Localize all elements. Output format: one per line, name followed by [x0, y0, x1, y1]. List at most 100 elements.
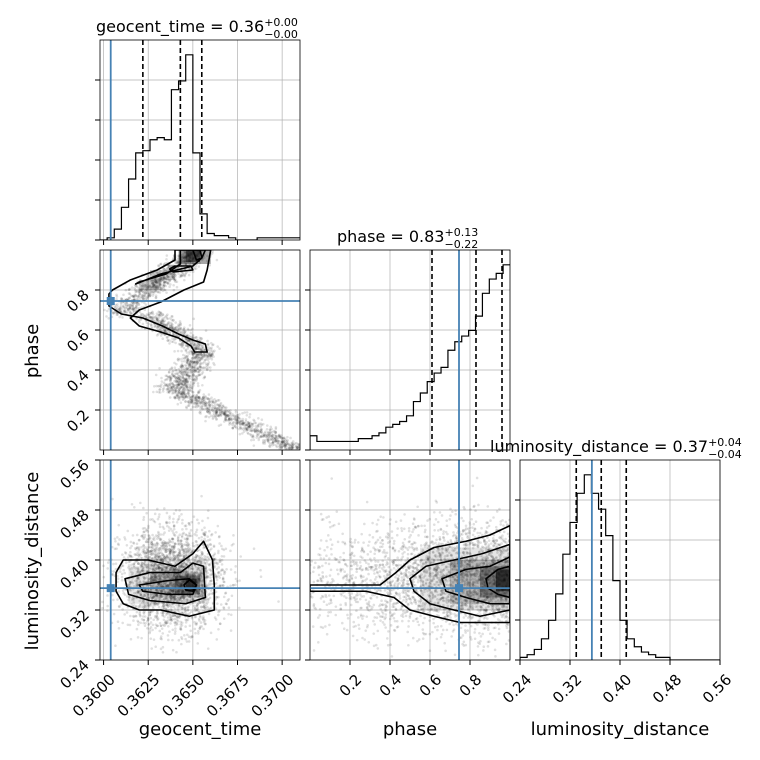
scatter-point: [174, 597, 177, 601]
scatter-point: [268, 441, 271, 445]
scatter-point: [224, 418, 227, 422]
scatter-point: [192, 371, 196, 374]
scatter-point: [157, 280, 161, 284]
scatter-point: [162, 278, 165, 282]
scatter-point: [259, 575, 263, 578]
scatter-point: [136, 583, 139, 587]
scatter-point: [225, 409, 228, 413]
scatter-point: [162, 554, 166, 557]
scatter-point: [156, 325, 160, 328]
scatter-point: [197, 356, 201, 360]
scatter-point: [203, 348, 207, 352]
scatter-point: [270, 427, 273, 431]
scatter-point: [199, 576, 203, 579]
scatter-point: [268, 433, 271, 437]
scatter-point: [176, 539, 180, 543]
scatter-point: [185, 361, 189, 365]
scatter-point: [204, 395, 207, 398]
scatter-point: [177, 383, 181, 387]
scatter-point: [171, 648, 175, 652]
scatter-point: [190, 350, 194, 354]
scatter-point: [135, 290, 138, 294]
scatter-point: [171, 537, 174, 541]
scatter-point: [178, 330, 182, 333]
scatter-point: [162, 284, 165, 288]
scatter-point: [185, 355, 188, 359]
scatter-point: [275, 445, 279, 449]
scatter-point: [190, 398, 193, 401]
scatter-point: [157, 278, 161, 281]
scatter-point: [147, 313, 151, 317]
scatter-point: [158, 327, 162, 330]
scatter-point: [168, 583, 172, 586]
scatter-point: [155, 334, 159, 337]
scatter-point: [176, 380, 180, 383]
scatter-point: [150, 552, 154, 555]
scatter-point: [138, 571, 142, 574]
scatter-point: [120, 307, 123, 311]
scatter-point: [283, 446, 287, 450]
scatter-point: [251, 434, 255, 437]
scatter-point: [219, 414, 223, 417]
scatter-point: [173, 617, 177, 621]
scatter-point: [178, 568, 181, 572]
scatter-point: [172, 318, 175, 322]
scatter-point: [169, 323, 172, 327]
scatter-point: [273, 437, 277, 441]
scatter-point: [207, 415, 211, 419]
scatter-point: [238, 422, 241, 425]
scatter-point: [281, 436, 285, 440]
scatter-point: [176, 328, 180, 331]
scatter-point: [266, 437, 270, 441]
scatter-point: [186, 608, 190, 612]
scatter-point: [223, 580, 226, 584]
scatter-point: [149, 626, 153, 629]
scatter-point: [251, 424, 255, 428]
scatter-point: [194, 353, 198, 356]
panel-hist-phase: [305, 249, 511, 455]
scatter-point: [183, 381, 187, 384]
scatter-point: [147, 285, 151, 289]
scatter-point: [188, 534, 192, 538]
scatter-point: [179, 625, 182, 629]
scatter-point: [188, 350, 191, 354]
scatter-point: [139, 318, 143, 322]
scatter-point: [170, 367, 174, 370]
scatter-point: [202, 352, 206, 356]
scatter-point: [207, 348, 210, 352]
scatter-point: [136, 294, 139, 298]
scatter-point: [284, 447, 288, 450]
scatter-point: [190, 350, 194, 354]
scatter-point: [160, 376, 163, 380]
scatter-point: [189, 566, 193, 569]
scatter-point: [182, 328, 186, 331]
scatter-point: [276, 440, 279, 443]
scatter-point: [129, 303, 132, 306]
scatter-point: [154, 280, 158, 283]
scatter-point: [199, 401, 202, 404]
scatter-point: [171, 558, 175, 562]
scatter-point: [200, 405, 203, 408]
scatter-point: [200, 366, 204, 370]
scatter-point: [116, 536, 119, 539]
scatter-point: [247, 432, 250, 436]
scatter-point: [131, 307, 135, 311]
scatter-point: [170, 584, 173, 588]
scatter-point: [139, 289, 142, 292]
scatter-point: [178, 597, 181, 601]
scatter-point: [165, 323, 169, 326]
scatter-point: [193, 571, 196, 575]
scatter-point: [161, 584, 165, 588]
scatter-point: [227, 417, 231, 421]
scatter-point: [220, 568, 224, 572]
scatter-point: [173, 557, 177, 561]
scatter-point: [192, 604, 196, 608]
scatter-point: [301, 445, 304, 448]
scatter-point: [183, 565, 186, 569]
scatter-point: [186, 560, 189, 563]
scatter-point: [189, 395, 193, 399]
scatter-point: [157, 566, 161, 570]
scatter-point: [183, 395, 187, 399]
scatter-point: [126, 623, 130, 627]
scatter-point: [196, 629, 200, 633]
